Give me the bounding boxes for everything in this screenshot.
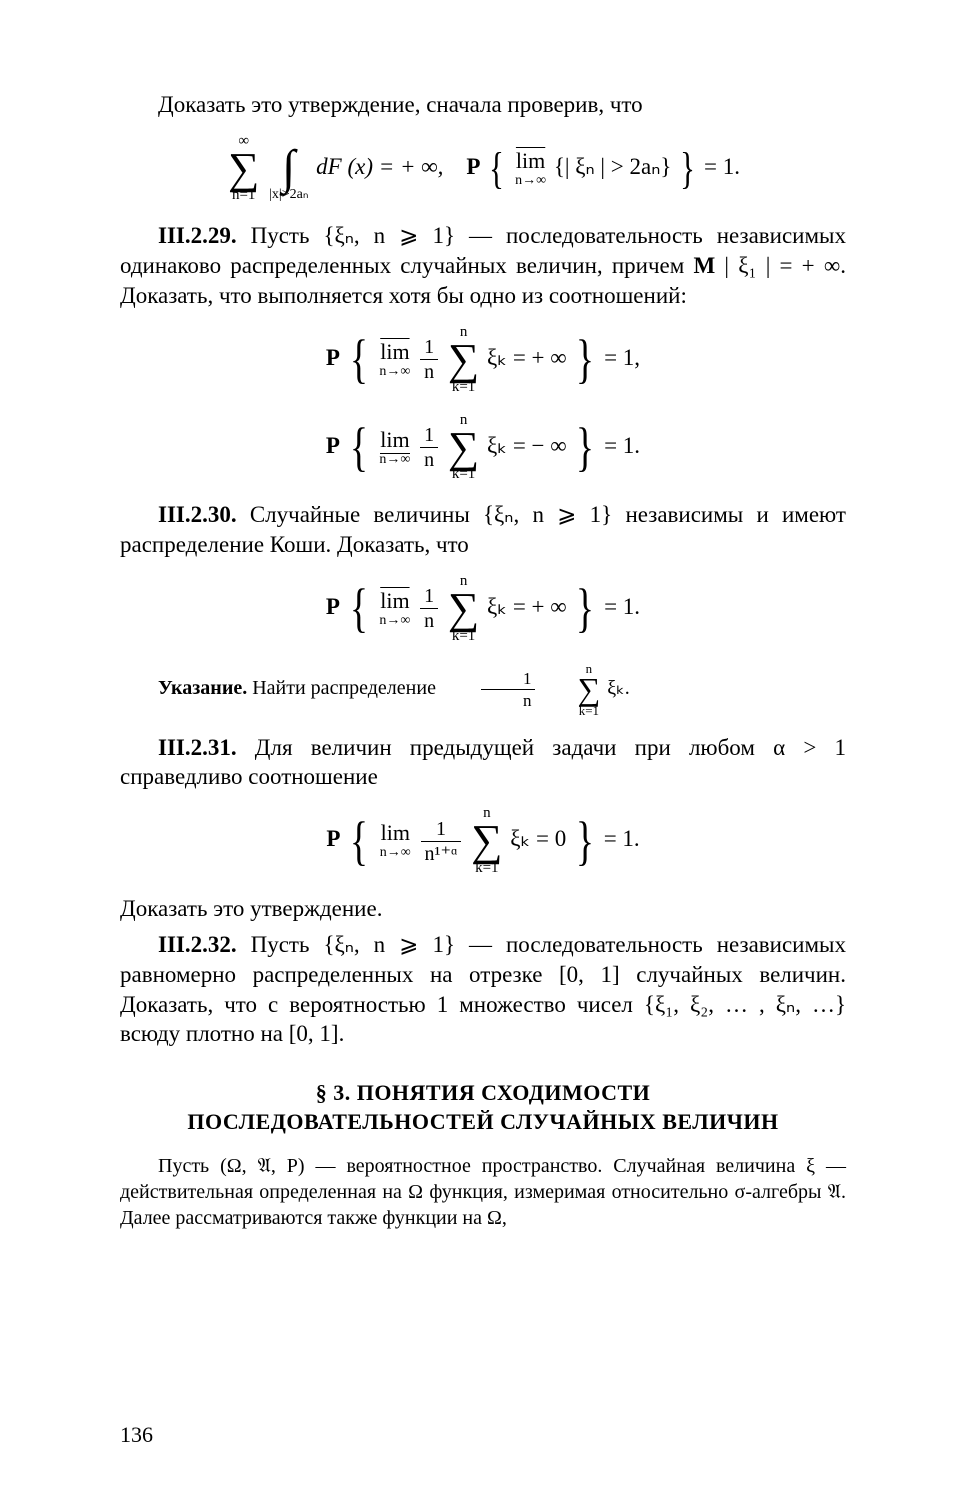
outer-rhs: = 1. [604, 826, 640, 851]
equation-1: ∞ ∑ n=1 ∫ |x|>2aₙ dF (x) = + ∞, P { lim … [120, 134, 846, 204]
sum-symbol: n ∑ k=1 [471, 806, 502, 876]
inner-rhs: = + ∞ [513, 594, 567, 619]
inner-rhs: = 0 [536, 826, 566, 851]
para-prove: Доказать это утверждение. [120, 894, 846, 924]
para-III-2-30: III.2.30. Случайные величины {ξₙ, n ⩾ 1}… [120, 500, 846, 560]
summand: ξₖ [510, 826, 530, 851]
sum-symbol: n ∑ k=1 [539, 662, 600, 717]
sum-symbol: n ∑ k=1 [448, 413, 479, 483]
lim-op: lim n→∞ [380, 822, 411, 860]
label-III-2-32: III.2.32. [158, 932, 237, 957]
prob-P: P [466, 154, 480, 179]
para-III-2-31: III.2.31. Для величин предыдущей задачи … [120, 733, 846, 793]
sum-symbol: ∞ ∑ n=1 [228, 134, 259, 204]
prob-P: P [326, 594, 340, 619]
prob-P: P [326, 826, 340, 851]
summand: ξₖ. [607, 677, 629, 699]
para-section-intro: Пусть (Ω, 𝔄, P) — вероятностное простран… [120, 1153, 846, 1231]
eq1-body: dF (x) = + ∞, [316, 154, 443, 179]
label-III-2-29: III.2.29. [158, 223, 237, 248]
outer-rhs: = 1. [604, 433, 640, 458]
para-III-2-32: III.2.32. Пусть {ξₙ, n ⩾ 1} — последоват… [120, 930, 846, 1050]
sum-symbol: n ∑ k=1 [448, 574, 479, 644]
equation-4: P { lim n→∞ 1 n¹⁺ᵅ n ∑ k=1 ξₖ = 0 } = 1. [120, 806, 846, 876]
fraction: 1 n [481, 670, 536, 709]
integral-symbol: ∫ |x|>2aₙ [269, 135, 308, 201]
hint-text: Найти распределение [247, 677, 441, 699]
equation-2a: P { lim n→∞ 1 n n ∑ k=1 ξₖ = + ∞ } = 1, [120, 325, 846, 395]
label-III-2-31: III.2.31. [158, 735, 237, 760]
section-heading: § 3. ПОНЯТИЯ СХОДИМОСТИ ПОСЛЕДОВАТЕЛЬНОС… [120, 1079, 846, 1136]
section-title-line1: § 3. ПОНЯТИЯ СХОДИМОСТИ [120, 1079, 846, 1108]
fraction: 1 n [420, 425, 438, 470]
hint-label: Указание. [158, 677, 247, 699]
eq1-inner: {| ξₙ | > 2aₙ} [554, 154, 672, 179]
fraction: 1 n¹⁺ᵅ [421, 819, 462, 864]
equation-2b: P { lim n→∞ 1 n n ∑ k=1 ξₖ = − ∞ } = 1. [120, 413, 846, 483]
sum-symbol: n ∑ k=1 [448, 325, 479, 395]
para-intro: Доказать это утверждение, сначала провер… [120, 90, 846, 120]
inner-rhs: = + ∞ [513, 345, 567, 370]
eq1-rhs: = 1. [704, 154, 740, 179]
liminf-op: lim n→∞ [379, 429, 410, 467]
fraction: 1 n [420, 586, 438, 631]
limsup-op: lim n→∞ [379, 341, 410, 379]
hint-line: Указание. Найти распределение 1 n n ∑ k=… [120, 662, 846, 717]
label-III-2-30: III.2.30. [158, 502, 237, 527]
bold-M: M [694, 253, 716, 278]
summand: ξₖ [487, 345, 507, 370]
prob-P: P [326, 433, 340, 458]
prob-P: P [326, 345, 340, 370]
outer-rhs: = 1, [604, 345, 640, 370]
summand: ξₖ [487, 433, 507, 458]
page-number: 136 [120, 1421, 153, 1450]
fraction: 1 n [420, 337, 438, 382]
outer-rhs: = 1. [604, 594, 640, 619]
section-title-line2: ПОСЛЕДОВАТЕЛЬНОСТЕЙ СЛУЧАЙНЫХ ВЕЛИЧИН [120, 1108, 846, 1137]
equation-3: P { lim n→∞ 1 n n ∑ k=1 ξₖ = + ∞ } = 1. [120, 574, 846, 644]
page: Доказать это утверждение, сначала провер… [0, 0, 956, 1500]
para-III-2-29: III.2.29. Пусть {ξₙ, n ⩾ 1} — последоват… [120, 221, 846, 311]
summand: ξₖ [487, 594, 507, 619]
limsup-op: lim n→∞ [515, 150, 546, 188]
inner-rhs: = − ∞ [513, 433, 567, 458]
limsup-op: lim n→∞ [379, 590, 410, 628]
